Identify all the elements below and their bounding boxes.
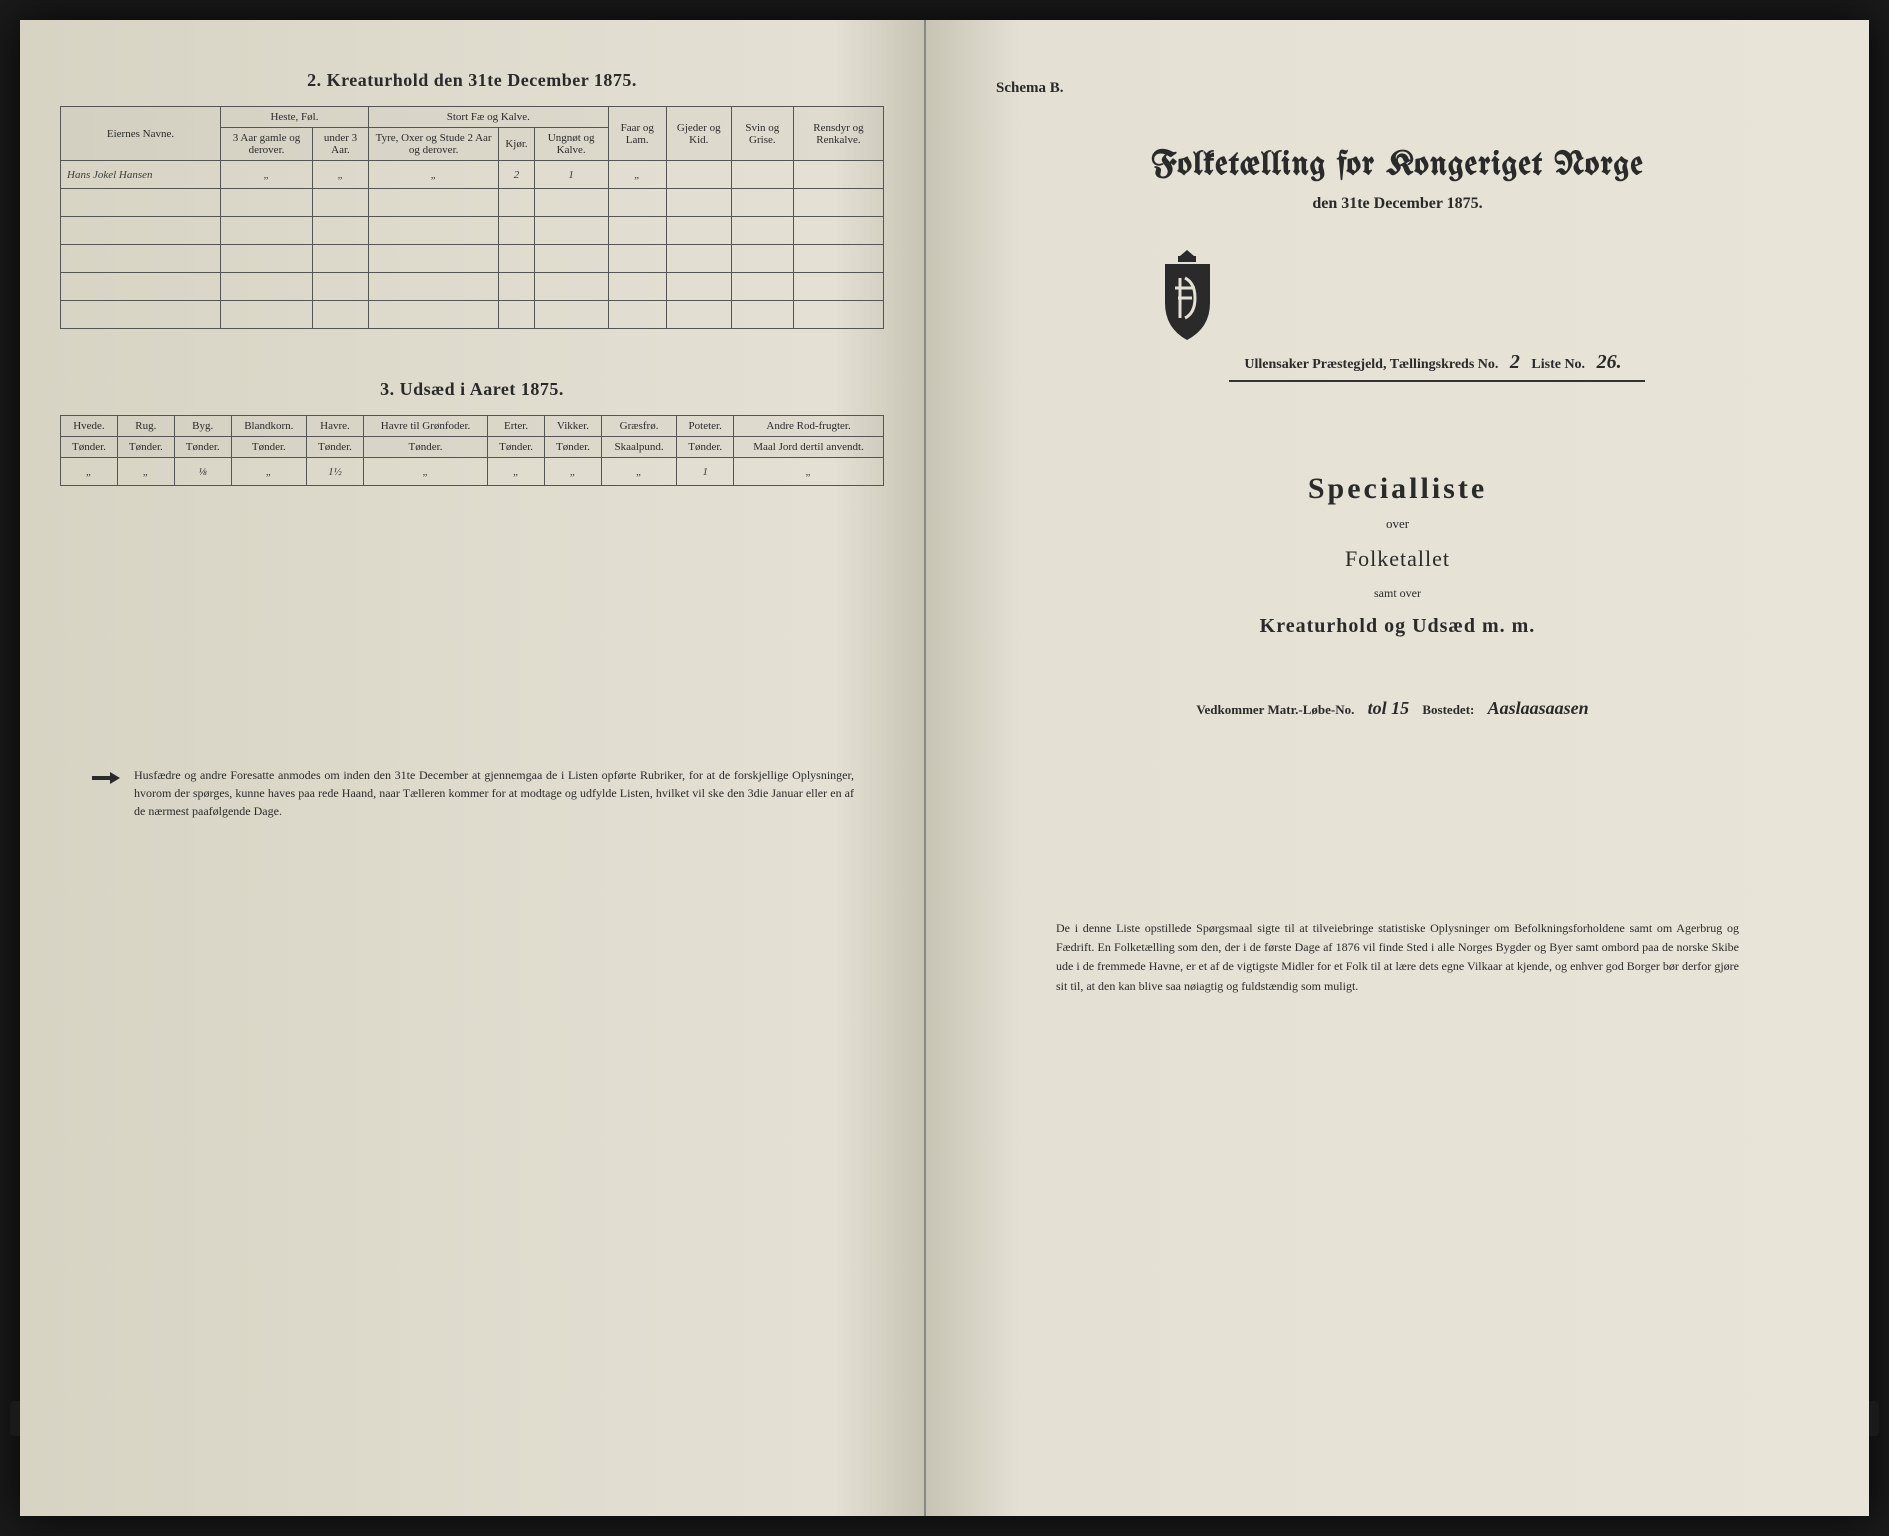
coat-of-arms-icon [1150, 248, 1225, 343]
parish-no: 2 [1510, 351, 1520, 373]
cell: 1 [534, 161, 608, 189]
cell: 1½ [307, 458, 364, 486]
parish-prefix: Ullensaker Præstegjeld, Tællingskreds No… [1244, 357, 1498, 372]
table-row [61, 273, 884, 301]
th-cattle-2: Kjør. [499, 128, 534, 161]
th: Poteter. [677, 416, 734, 437]
th-unit: Tønder. [545, 437, 602, 458]
th: Erter. [488, 416, 545, 437]
th-cattle-1: Tyre, Oxer og Stude 2 Aar og derover. [368, 128, 498, 161]
over-text: over [1026, 516, 1769, 532]
th-unit: Tønder. [174, 437, 231, 458]
samt-over: samt over [1026, 586, 1769, 601]
kreatur: Kreaturhold og Udsæd m. m. [1026, 615, 1769, 638]
pointing-hand-icon [90, 768, 122, 788]
th-horses-1: 3 Aar gamle og derover. [221, 128, 313, 161]
section2-title: 2. Kreaturhold den 31te December 1875. [60, 70, 884, 91]
th-unit: Skaalpund. [601, 437, 676, 458]
th-unit: Tønder. [307, 437, 364, 458]
cell: „ [368, 161, 498, 189]
cell: „ [61, 458, 118, 486]
right-page: Schema B. Folketælling for Kongeriget No… [926, 20, 1869, 1516]
cell [731, 161, 793, 189]
vedkommer-label: Vedkommer Matr.-Løbe-No. [1196, 702, 1354, 717]
cell: „ [221, 161, 313, 189]
th-goats: Gjeder og Kid. [666, 107, 731, 161]
table-row [61, 301, 884, 329]
th: Rug. [117, 416, 174, 437]
table-row: Hans Jokel Hansen „ „ „ 2 1 „ [61, 161, 884, 189]
th-unit: Tønder. [363, 437, 487, 458]
cell: 1 [677, 458, 734, 486]
vedkommer-line: Vedkommer Matr.-Løbe-No. tol 15 Bostedet… [1026, 698, 1769, 719]
th: Havre. [307, 416, 364, 437]
cell: „ [734, 458, 884, 486]
th-unit: Tønder. [488, 437, 545, 458]
th-cattle: Stort Fæ og Kalve. [368, 107, 608, 128]
th-owner: Eiernes Navne. [61, 107, 221, 161]
left-page: 2. Kreaturhold den 31te December 1875. E… [20, 20, 926, 1516]
right-content: Folketælling for Kongeriget Norge den 31… [966, 147, 1829, 996]
bostedet-label: Bostedet: [1422, 702, 1474, 717]
cell: „ [601, 458, 676, 486]
th: Blandkorn. [231, 416, 306, 437]
th-unit: Tønder. [677, 437, 734, 458]
cell [666, 161, 731, 189]
th-horses-2: under 3 Aar. [313, 128, 369, 161]
th-unit: Tønder. [231, 437, 306, 458]
th-unit: Maal Jord dertil anvendt. [734, 437, 884, 458]
th: Andre Rod-frugter. [734, 416, 884, 437]
liste-label: Liste No. [1531, 357, 1585, 372]
th: Hvede. [61, 416, 118, 437]
table-row: „ „ ⅛ „ 1½ „ „ „ „ 1 „ [61, 458, 884, 486]
th-sheep: Faar og Lam. [608, 107, 666, 161]
liste-no: 26. [1597, 351, 1622, 373]
owner-name: Hans Jokel Hansen [61, 161, 221, 189]
livestock-table: Eiernes Navne. Heste, Føl. Stort Fæ og K… [60, 106, 884, 329]
schema-label: Schema B. [996, 80, 1829, 97]
th-horses: Heste, Føl. [221, 107, 369, 128]
th-cattle-3: Ungnøt og Kalve. [534, 128, 608, 161]
cell: „ [608, 161, 666, 189]
th-unit: Tønder. [61, 437, 118, 458]
th: Græsfrø. [601, 416, 676, 437]
subtitle-date: den 31te December 1875. [1026, 195, 1769, 213]
cell: „ [488, 458, 545, 486]
footnote-text: Husfædre og andre Foresatte anmodes om i… [134, 766, 854, 820]
th-unit: Tønder. [117, 437, 174, 458]
table-row [61, 189, 884, 217]
th-pigs: Svin og Grise. [731, 107, 793, 161]
section3-title: 3. Udsæd i Aaret 1875. [60, 379, 884, 400]
cell [793, 161, 883, 189]
th-reindeer: Rensdyr og Renkalve. [793, 107, 883, 161]
left-footnote: Husfædre og andre Foresatte anmodes om i… [60, 766, 884, 820]
th: Vikker. [545, 416, 602, 437]
table-row [61, 217, 884, 245]
matr-no: tol 15 [1368, 698, 1410, 718]
table-row [61, 245, 884, 273]
th: Havre til Grønfoder. [363, 416, 487, 437]
cell: ⅛ [174, 458, 231, 486]
cell: „ [363, 458, 487, 486]
cell: 2 [499, 161, 534, 189]
folketallet: Folketallet [1026, 546, 1769, 572]
cell: „ [313, 161, 369, 189]
parish-line: Ullensaker Præstegjeld, Tællingskreds No… [1229, 351, 1644, 382]
bostedet-value: Aaslaasaasen [1488, 698, 1589, 718]
sowing-table: Hvede. Rug. Byg. Blandkorn. Havre. Havre… [60, 415, 884, 486]
cell: „ [545, 458, 602, 486]
th: Byg. [174, 416, 231, 437]
cell: „ [231, 458, 306, 486]
book-spread: 2. Kreaturhold den 31te December 1875. E… [20, 20, 1869, 1516]
right-footnote: De i denne Liste opstillede Spørgsmaal s… [1026, 919, 1769, 996]
special-title: Specialliste [1026, 472, 1769, 506]
cell: „ [117, 458, 174, 486]
main-title: Folketælling for Kongeriget Norge [1026, 147, 1769, 183]
